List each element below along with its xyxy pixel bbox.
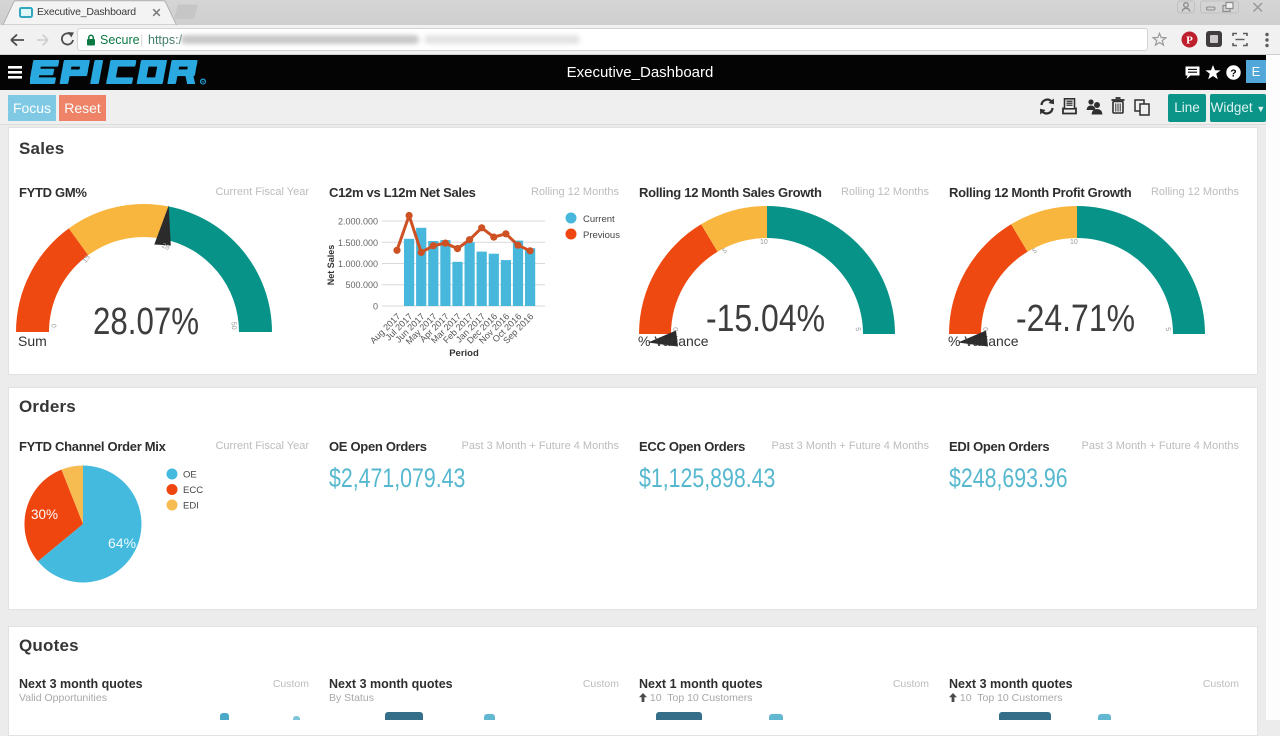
svg-text:P: P (1186, 35, 1193, 47)
svg-text:ECC: ECC (183, 485, 203, 496)
svg-text:1.500.000: 1.500.000 (338, 238, 378, 248)
svg-text:OE: OE (183, 470, 197, 481)
svg-text:10: 10 (760, 239, 768, 246)
svg-text:5: 5 (854, 327, 861, 331)
svg-text:30%: 30% (31, 507, 58, 522)
svg-text:Net Sales: Net Sales (326, 245, 336, 286)
svg-text:Period: Period (449, 348, 479, 359)
svg-text:0: 0 (51, 323, 58, 327)
svg-text:-24.71%: -24.71% (1016, 298, 1135, 340)
svg-text:64%: 64% (108, 535, 136, 551)
svg-text:5: 5 (722, 248, 729, 256)
svg-text:28.07%: 28.07% (93, 301, 199, 343)
svg-text:28: 28 (160, 242, 170, 252)
svg-text:500.000: 500.000 (345, 280, 378, 290)
svg-text:5: 5 (1032, 248, 1039, 256)
svg-text:0: 0 (983, 327, 990, 331)
svg-text:R: R (201, 80, 205, 86)
svg-text:2.000.000: 2.000.000 (338, 217, 378, 227)
svg-text:0: 0 (373, 302, 378, 312)
svg-text:Previous: Previous (583, 230, 620, 241)
svg-text:5: 5 (1164, 327, 1171, 331)
svg-text:?: ? (1230, 67, 1236, 79)
svg-text:0: 0 (673, 327, 680, 331)
svg-text:-15.04%: -15.04% (706, 298, 825, 340)
svg-text:EDI: EDI (183, 501, 199, 512)
svg-text:10: 10 (1070, 239, 1078, 246)
svg-text:1.000.000: 1.000.000 (338, 259, 378, 269)
svg-text:Current: Current (583, 214, 615, 225)
svg-text:15: 15 (82, 254, 92, 265)
svg-text:50: 50 (230, 322, 238, 330)
